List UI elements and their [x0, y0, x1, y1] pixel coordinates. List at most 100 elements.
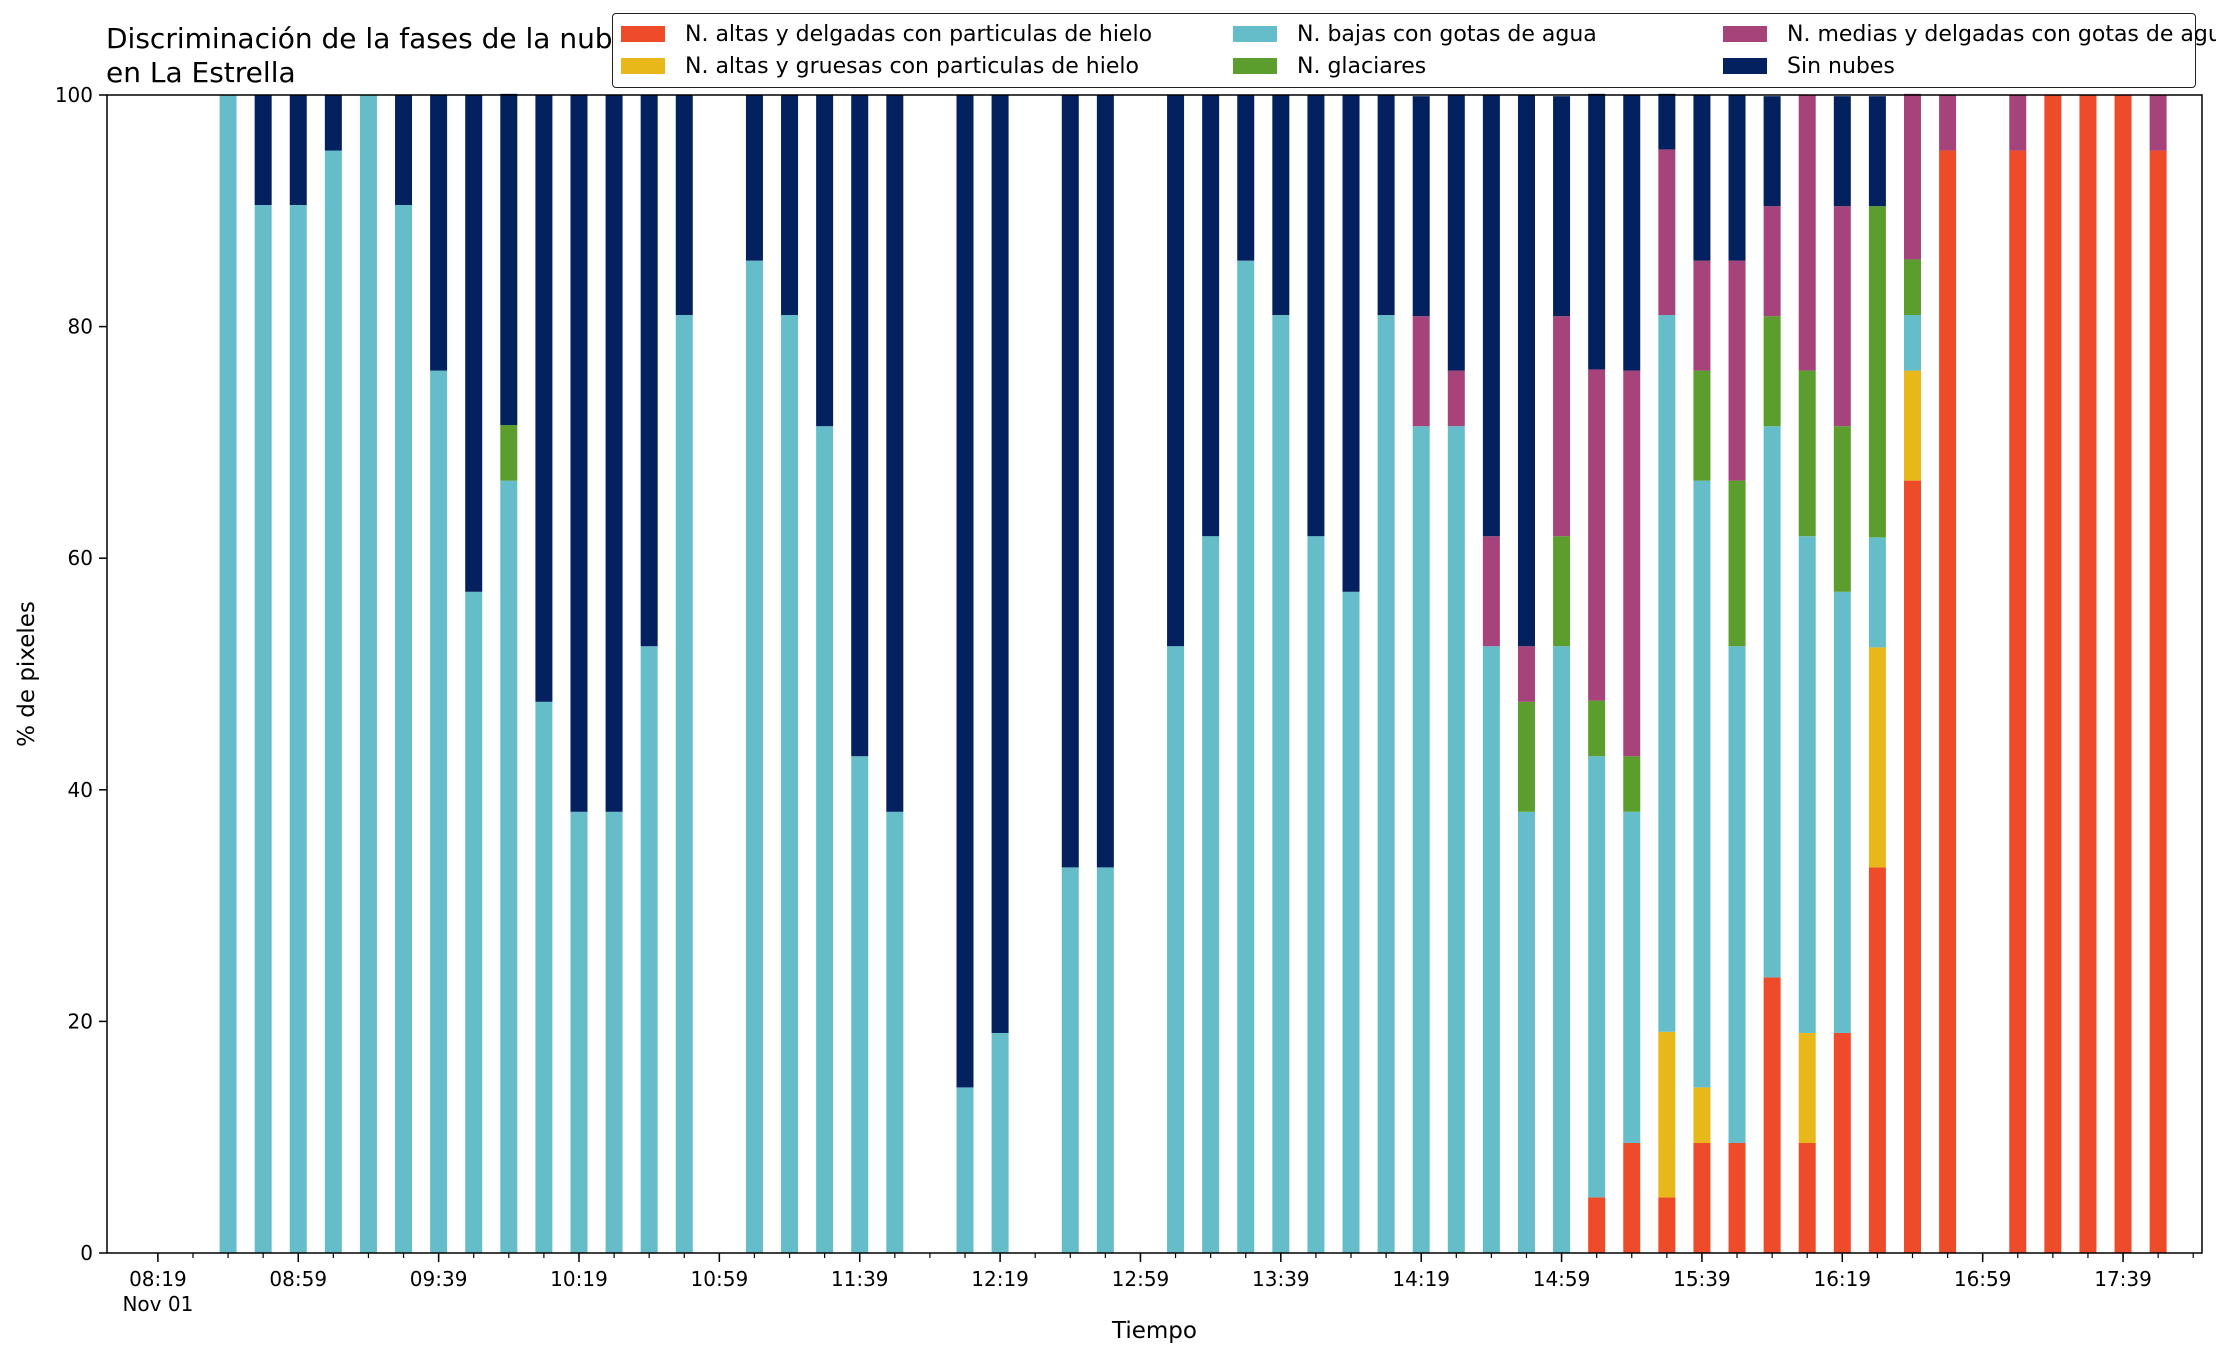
- bar-segment-1619-s4: [1833, 206, 1851, 427]
- bar-segment-0939-s5: [430, 95, 448, 371]
- bar-segment-1449-s4: [1517, 646, 1535, 702]
- bar-segment-0909-s5: [324, 95, 342, 151]
- bar-segment-1629-s0: [1868, 867, 1886, 1253]
- bar-segment-1419-s2: [1412, 426, 1430, 1253]
- bar-segment-1139-s2: [851, 756, 869, 1253]
- bar-segment-0849-s2: [254, 205, 272, 1253]
- chart-title: Discriminación de la fases de la nube en…: [106, 22, 630, 89]
- bar-segment-1109-s5: [745, 95, 763, 261]
- bar-segment-1519-s0: [1623, 1142, 1641, 1253]
- bar-segment-1729-s0: [2079, 95, 2097, 1253]
- y-tick-label: 20: [68, 1009, 93, 1033]
- bar-segment-1559-s5: [1763, 96, 1781, 207]
- bar-segment-1439-s5: [1482, 95, 1500, 537]
- bar-segment-1339-s2: [1272, 315, 1290, 1253]
- y-tick-label: 80: [68, 315, 93, 339]
- bar-segment-0859-s2: [289, 205, 307, 1253]
- bar-segment-1539-s0: [1693, 1142, 1711, 1253]
- bar-segment-1459-s2: [1553, 646, 1571, 1253]
- bar-segment-1249-s2: [1096, 867, 1114, 1253]
- x-tick-label: 16:19: [1813, 1267, 1871, 1291]
- bar-segment-1119-s2: [781, 315, 799, 1253]
- bar-segment-1549-s4: [1728, 260, 1746, 481]
- y-tick-label: 0: [80, 1241, 93, 1265]
- bar-segment-1629-s1: [1868, 647, 1886, 868]
- bar-segment-1529-s0: [1658, 1197, 1676, 1253]
- bar-segment-1049-s5: [675, 95, 693, 316]
- bar-segment-1029-s2: [605, 811, 623, 1253]
- bar-segment-1459-s5: [1553, 96, 1571, 317]
- bar-segment-1439-s4: [1482, 536, 1500, 647]
- bar-segment-1559-s3: [1763, 316, 1781, 427]
- bar-segment-1459-s4: [1553, 316, 1571, 537]
- bar-segment-1609-s2: [1798, 536, 1816, 1033]
- bar-segment-1629-s2: [1868, 537, 1886, 648]
- bar-segment-1419-s5: [1412, 96, 1430, 317]
- bar-segment-1429-s5: [1447, 95, 1465, 371]
- bar-segment-1359-s2: [1342, 591, 1360, 1253]
- bar-segment-1429-s2: [1447, 426, 1465, 1253]
- legend-swatch: [1233, 26, 1277, 42]
- y-tick-label: 100: [55, 83, 93, 107]
- bar-segment-1439-s2: [1482, 646, 1500, 1253]
- bar-segment-1559-s4: [1763, 206, 1781, 317]
- bar-segment-1639-s4: [1903, 93, 1921, 260]
- bar-segment-1339-s5: [1272, 95, 1290, 316]
- x-tick-label: 08:59: [269, 1267, 327, 1291]
- bar-segment-1359-s5: [1342, 95, 1360, 592]
- x-tick-label: 14:19: [1392, 1267, 1450, 1291]
- plot-frame: [106, 94, 2203, 1254]
- bar-segment-1149-s2: [886, 811, 904, 1253]
- x-tick-label: 17:39: [2094, 1267, 2152, 1291]
- bar-segment-1549-s2: [1728, 646, 1746, 1143]
- bar-segment-1139-s5: [851, 95, 869, 757]
- bar-segment-1519-s2: [1623, 811, 1641, 1143]
- x-tick-label: 09:39: [410, 1267, 468, 1291]
- bar-segment-1449-s3: [1517, 701, 1535, 812]
- bar-segment-1129-s2: [816, 426, 834, 1253]
- bar-segment-1219-s2: [991, 1032, 1009, 1253]
- bar-segment-1129-s5: [816, 95, 834, 427]
- x-tick-label: 15:39: [1673, 1267, 1731, 1291]
- bar-segment-1709-s4: [2009, 95, 2027, 151]
- bar-segment-1749-s0: [2149, 150, 2167, 1254]
- legend-swatch: [1233, 58, 1277, 74]
- bar-segment-0959-s2: [500, 480, 518, 1253]
- bar-segment-1529-s4: [1658, 149, 1676, 316]
- bar-segment-1619-s3: [1833, 426, 1851, 592]
- bar-segment-1619-s2: [1833, 591, 1851, 1033]
- bar-segment-0849-s5: [254, 95, 272, 206]
- legend-label: N. bajas con gotas de agua: [1297, 21, 1597, 47]
- x-tick-label: 08:19: [129, 1267, 187, 1291]
- bar-segment-1239-s2: [1061, 867, 1079, 1253]
- bar-segment-1419-s4: [1412, 316, 1430, 427]
- bar-segment-1309-s2: [1167, 646, 1185, 1253]
- bar-segment-1749-s4: [2149, 95, 2167, 151]
- bar-segment-1109-s2: [745, 260, 763, 1254]
- bar-segment-1509-s5: [1588, 93, 1606, 370]
- bar-segment-1409-s2: [1377, 315, 1395, 1253]
- legend-label: N. medias y delgadas con gotas de agua: [1787, 21, 2216, 47]
- legend-item: Sin nubes: [1723, 52, 1895, 80]
- x-tick-label: 11:39: [831, 1267, 889, 1291]
- bar-segment-0959-s3: [500, 425, 518, 481]
- legend-item: N. glaciares: [1233, 52, 1426, 80]
- y-tick-label: 40: [68, 778, 93, 802]
- bar-segment-0939-s2: [430, 370, 448, 1254]
- bar-segment-1519-s4: [1623, 370, 1641, 757]
- x-axis-label: Tiempo: [1111, 1318, 1197, 1344]
- bar-segment-1559-s0: [1763, 977, 1781, 1253]
- x-tick-label: 12:59: [1112, 1267, 1170, 1291]
- legend-label: N. altas y delgadas con particulas de hi…: [685, 21, 1153, 47]
- x-tick-label: 13:39: [1252, 1267, 1310, 1291]
- bars-group: [219, 93, 2167, 1254]
- bar-segment-1049-s2: [675, 315, 693, 1253]
- bar-segment-1529-s2: [1658, 315, 1676, 1032]
- legend-label: Sin nubes: [1787, 53, 1895, 79]
- bar-segment-1539-s3: [1693, 370, 1711, 481]
- bar-segment-1449-s5: [1517, 95, 1535, 647]
- bar-segment-0949-s5: [465, 95, 483, 592]
- bar-segment-1349-s2: [1307, 536, 1325, 1253]
- bar-segment-1429-s4: [1447, 370, 1465, 427]
- bar-segment-1539-s5: [1693, 95, 1711, 261]
